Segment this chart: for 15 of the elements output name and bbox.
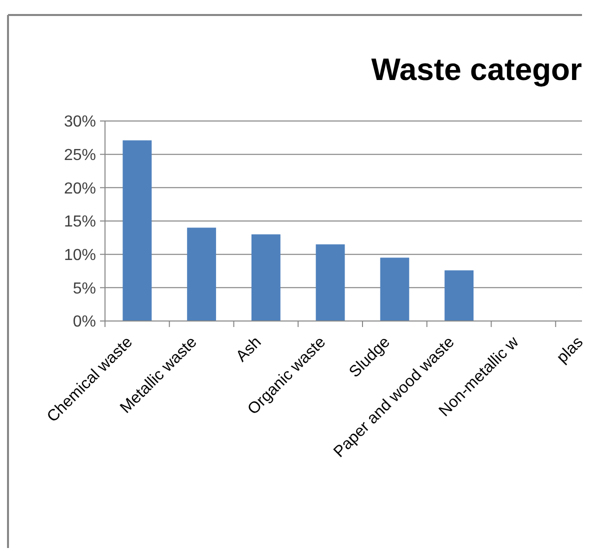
y-tick-label: 10% (64, 246, 96, 264)
y-tick-label: 30% (64, 114, 96, 131)
x-tick-label: Ash (233, 334, 265, 366)
y-tick-label: 20% (64, 180, 96, 198)
y-tick-label: 25% (64, 146, 96, 164)
y-tick-label: 0% (72, 314, 96, 331)
bar (316, 244, 345, 321)
bar (251, 234, 280, 321)
bar (122, 140, 152, 321)
bar (380, 258, 410, 321)
chart-title: Waste categor (371, 52, 582, 87)
y-tick-label: 5% (72, 280, 96, 298)
y-tick-label: 15% (64, 214, 96, 231)
bar (187, 228, 216, 321)
bar (444, 270, 474, 321)
